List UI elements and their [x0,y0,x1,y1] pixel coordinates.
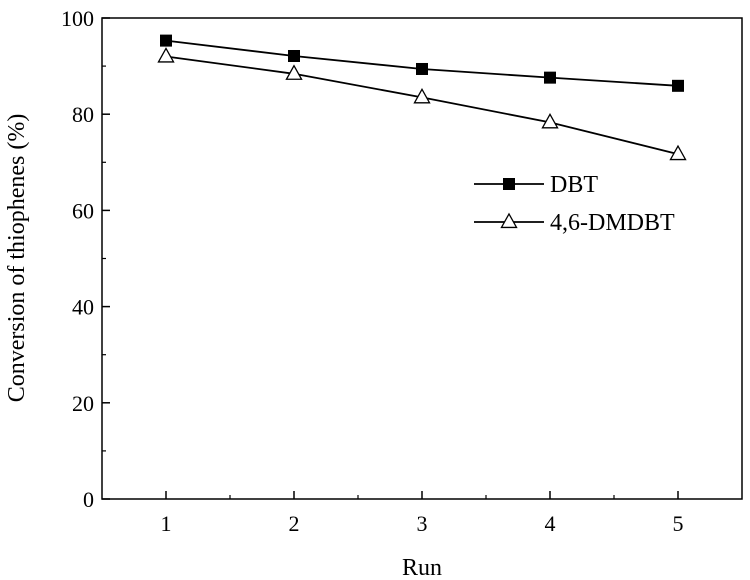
x-tick-label: 1 [161,511,172,536]
data-point-4-6-dmdbt [285,64,303,80]
y-tick-label: 0 [83,487,94,512]
data-point-4-6-dmdbt [669,144,687,161]
data-point-4-6-dmdbt [157,47,175,63]
data-point-dbt [672,79,684,92]
y-tick-label: 100 [61,6,94,31]
legend-label-4-6-dmdbt: 4,6-DMDBT [550,210,675,236]
x-tick-label: 4 [545,511,556,536]
data-point-dbt [288,49,300,62]
y-axis-label: Conversion of thiophenes (%) [4,114,30,403]
y-tick-label: 60 [72,198,94,223]
legend-label-dbt: DBT [550,172,598,198]
y-tick-label: 80 [72,102,94,127]
data-point-dbt [416,62,428,75]
data-point-dbt [160,34,172,47]
x-tick-label: 5 [673,511,684,536]
x-tick-label: 3 [417,511,428,536]
x-tick-label: 2 [289,511,300,536]
data-point-dbt [544,71,556,84]
legend-marker-dbt [503,178,515,190]
legend-marker-4-6-dmdbt [500,212,518,229]
data-point-4-6-dmdbt [413,87,431,104]
x-axis-label: Run [402,555,442,580]
y-tick-label: 20 [72,391,94,416]
data-point-4-6-dmdbt [541,112,559,129]
y-tick-label: 40 [72,295,94,320]
